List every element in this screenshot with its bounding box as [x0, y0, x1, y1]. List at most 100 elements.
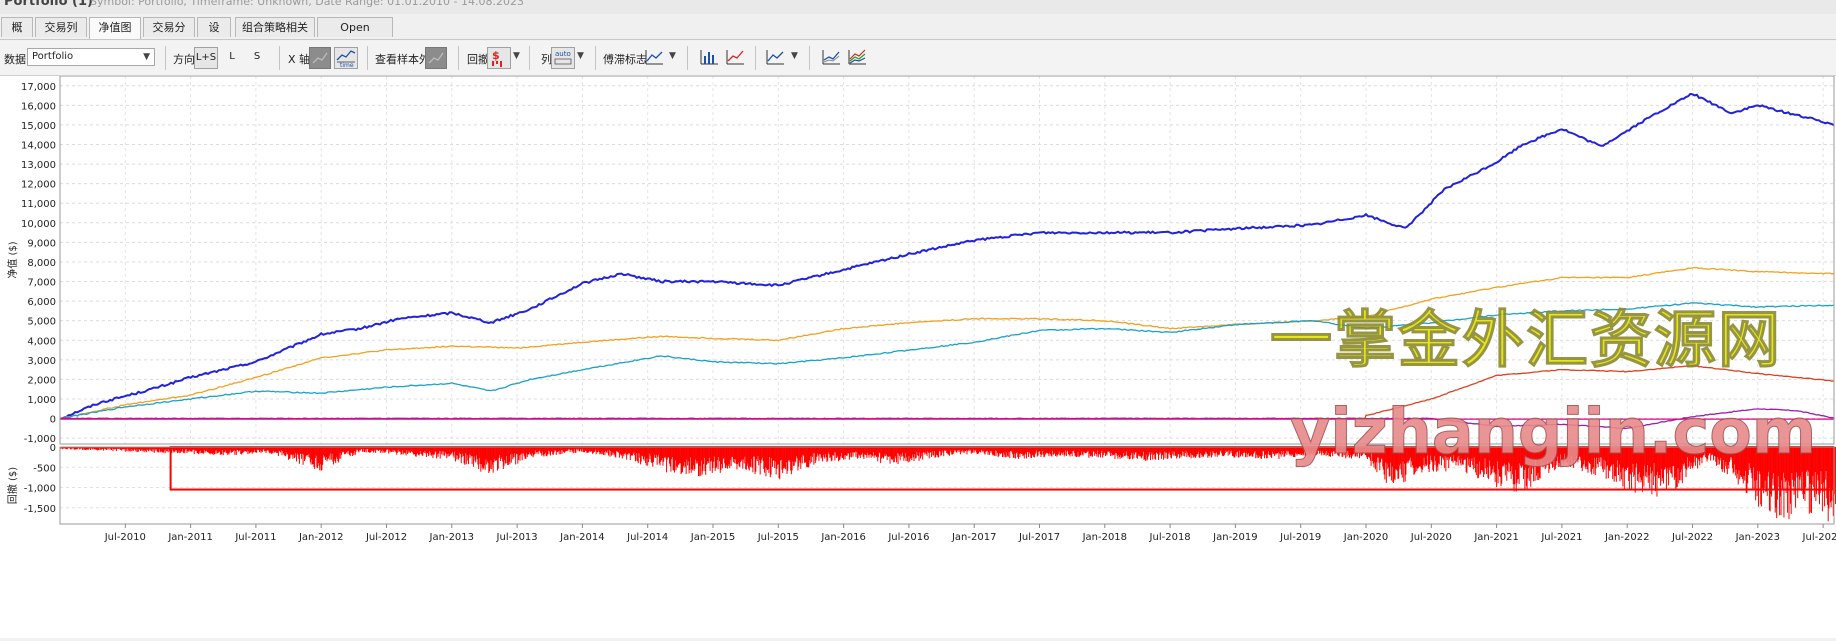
time-label: time [340, 62, 354, 68]
multi-line-chart-icon [848, 49, 866, 65]
separator [165, 46, 166, 70]
separator [279, 46, 280, 70]
time-chart-icon: time [336, 50, 356, 69]
y-tick-label: 8,000 [27, 258, 56, 269]
chevron-down-icon[interactable]: ▼ [577, 51, 584, 61]
x-tick-label: Jan-2012 [298, 532, 343, 543]
strategy-marker-button[interactable] [642, 47, 666, 69]
tab-trade-analysis[interactable]: 交易分析 [143, 17, 195, 54]
tab-settings[interactable]: 设置 [197, 17, 231, 54]
oos-label: 查看样本外 [375, 53, 430, 66]
oos-toggle-button[interactable] [425, 47, 447, 69]
x-tick-label: Jan-2023 [1735, 532, 1780, 543]
tab-open-balances[interactable]: Open balances [317, 17, 393, 54]
dd-y-tick-label: 0 [50, 443, 56, 454]
equity-line-button[interactable] [723, 47, 747, 69]
dollar-label: $ [492, 49, 500, 62]
separator [809, 46, 810, 70]
dd-y-tick-label: -1,000 [24, 484, 56, 495]
drawdown-label: 回撤 [467, 53, 489, 66]
x-tick-label: Jul-2023 [1802, 532, 1836, 543]
x-tick-label: Jul-2013 [496, 532, 538, 543]
chevron-down-icon[interactable]: ▼ [513, 51, 520, 61]
bar-chart-button[interactable] [697, 47, 721, 69]
tab-overview[interactable]: 概论 [1, 17, 33, 54]
y-tick-label: 11,000 [21, 199, 56, 210]
data-label: 数据 [4, 53, 26, 66]
direction-short-button[interactable]: S [253, 51, 261, 62]
strategy-marker-label: 傅滞标志 [603, 53, 647, 66]
y-axis-label: 净值 ($) [6, 241, 19, 278]
dd-y-axis-label: 回撤 ($) [6, 467, 19, 504]
auto-label: auto [555, 50, 571, 58]
y-tick-label: 6,000 [27, 297, 56, 308]
chart-line-icon [312, 52, 328, 64]
columns-auto-button[interactable]: auto [551, 47, 575, 69]
separator [595, 46, 596, 70]
x-tick-label: Jul-2018 [1149, 532, 1191, 543]
separator [529, 46, 530, 70]
data-select-value: Portfolio [32, 51, 74, 62]
tab-equity-chart[interactable]: 净值图表 [89, 17, 141, 54]
watermark-cn: 一掌金外汇资源网 [1270, 303, 1782, 376]
tab-portfolio-correlation[interactable]: 组合策略相关性 [235, 17, 315, 54]
y-tick-label: 13,000 [21, 160, 56, 171]
x-tick-label: Jul-2020 [1410, 532, 1452, 543]
tab-bar: 概论 交易列表 净值图表 交易分析 设置 组合策略相关性 Open balanc… [0, 15, 1836, 54]
chevron-down-icon[interactable]: ▼ [791, 51, 798, 61]
line-chart-icon [645, 50, 663, 65]
y-tick-label: -1,000 [24, 434, 56, 445]
y-tick-label: 0 [50, 415, 56, 426]
y-tick-label: 7,000 [27, 278, 56, 289]
xaxis-trades-button[interactable] [309, 47, 331, 69]
dd-y-tick-label: -1,500 [24, 504, 56, 515]
chart-style-button[interactable] [763, 47, 787, 69]
chart-toolbar: 数据 Portfolio ▼ 方向 L+S L S X 轴 time 查看样本外… [0, 41, 1836, 76]
x-tick-label: Jul-2014 [626, 532, 668, 543]
separator [367, 46, 368, 70]
x-tick-label: Jan-2016 [820, 532, 865, 543]
drawdown-dollar-button[interactable]: $ [487, 47, 511, 69]
y-tick-label: 3,000 [27, 356, 56, 367]
y-tick-label: 5,000 [27, 317, 56, 328]
line-chart-icon [726, 50, 744, 65]
window-subtitle: Symbol: Portfolio, Timeframe: Unknown, D… [90, 0, 525, 8]
window-titlebar: Portfolio (1) Symbol: Portfolio, Timefra… [0, 0, 1836, 14]
y-tick-label: 12,000 [21, 180, 56, 191]
series-line-0 [60, 92, 1834, 420]
x-tick-label: Jan-2022 [1604, 532, 1649, 543]
xaxis-time-button[interactable]: time [334, 47, 358, 69]
chart-line-icon [428, 52, 444, 64]
bar-chart-icon [700, 50, 718, 65]
xaxis-label: X 轴 [288, 53, 311, 66]
direction-ls-button[interactable]: L+S [194, 47, 218, 69]
x-tick-label: Jan-2014 [559, 532, 604, 543]
direction-long-button[interactable]: L [229, 51, 235, 62]
chevron-down-icon: ▼ [143, 52, 150, 62]
chevron-down-icon[interactable]: ▼ [669, 51, 676, 61]
x-tick-label: Jul-2022 [1671, 532, 1713, 543]
single-equity-button[interactable] [819, 47, 843, 69]
y-tick-label: 15,000 [21, 121, 56, 132]
tab-trade-list[interactable]: 交易列表 [35, 17, 87, 54]
window-title: Portfolio (1) [4, 0, 93, 9]
y-tick-label: 1,000 [27, 395, 56, 406]
separator [458, 46, 459, 70]
data-select[interactable]: Portfolio ▼ [27, 48, 155, 66]
equity-chart: 17,000 16,000 15,000 14,000 13,000 12,000 11,0… [6, 75, 1836, 543]
x-tick-label: Jul-2011 [234, 532, 276, 543]
drawdown-plot-frame [59, 446, 1835, 525]
watermark-url: yizhangjin.com [1290, 395, 1816, 468]
x-tick-label: Jul-2016 [887, 532, 929, 543]
y-tick-label: 4,000 [27, 336, 56, 347]
x-tick-label: Jan-2019 [1212, 532, 1257, 543]
dollar-drawdown-icon: $ [492, 49, 502, 67]
x-tick-label: Jan-2020 [1343, 532, 1388, 543]
dd-y-tick-label: -500 [33, 463, 56, 474]
x-tick-label: Jul-2010 [104, 532, 146, 543]
auto-columns-icon: auto [554, 50, 572, 65]
columns-label: 列 [541, 53, 552, 66]
separator [687, 46, 688, 70]
line-chart-icon [766, 50, 784, 65]
multi-equity-button[interactable] [845, 47, 869, 69]
